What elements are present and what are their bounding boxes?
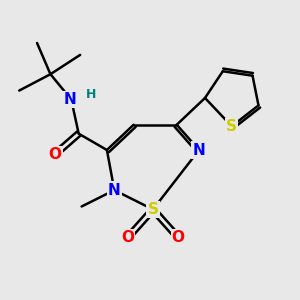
Text: O: O	[172, 230, 185, 245]
Text: N: N	[193, 142, 206, 158]
Text: O: O	[48, 147, 62, 162]
Text: N: N	[108, 183, 121, 198]
Text: N: N	[63, 92, 76, 107]
Text: O: O	[121, 230, 134, 245]
Text: S: S	[226, 119, 237, 134]
Text: S: S	[148, 202, 158, 217]
Text: H: H	[86, 88, 97, 100]
